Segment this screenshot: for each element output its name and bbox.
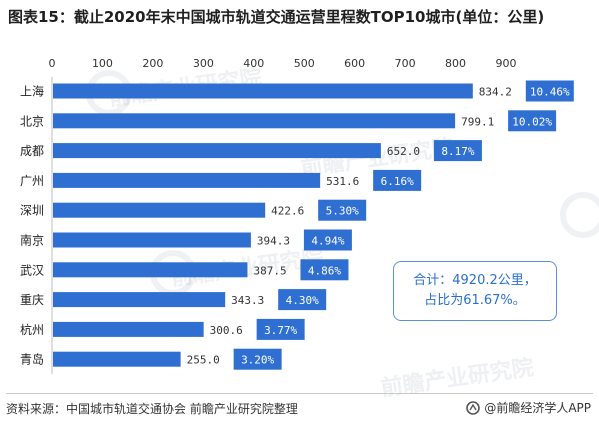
share-label: 4.30% xyxy=(286,294,319,307)
category-label: 青岛 xyxy=(20,352,44,367)
bar xyxy=(53,262,248,278)
x-tick-label: 400 xyxy=(243,57,264,70)
value-label: 422.6 xyxy=(271,205,304,218)
value-label: 300.6 xyxy=(210,324,243,337)
value-label: 799.1 xyxy=(461,115,494,128)
brand-logo-icon xyxy=(466,400,481,415)
share-label: 10.02% xyxy=(512,115,552,128)
footer: 资料来源：中国城市轨道交通协会 前瞻产业研究院整理 @前瞻经济学人APP xyxy=(0,393,599,427)
value-label: 531.6 xyxy=(326,175,359,188)
x-tick-label: 900 xyxy=(496,57,517,70)
bar xyxy=(53,232,251,248)
chart-title: 图表15：截止2020年末中国城市轨道交通运营里程数TOP10城市(单位：公里) xyxy=(8,8,545,26)
x-tick-label: 100 xyxy=(92,57,113,70)
value-label: 394.3 xyxy=(257,235,290,248)
bar xyxy=(53,292,226,308)
bar xyxy=(53,202,266,218)
category-label: 重庆 xyxy=(20,293,44,307)
share-label: 8.17% xyxy=(441,145,474,158)
x-tick-label: 600 xyxy=(344,57,365,70)
share-box xyxy=(233,348,282,370)
brand-credit: @前瞻经济学人APP xyxy=(466,399,591,416)
share-box xyxy=(525,80,574,102)
bar xyxy=(53,83,473,99)
share-box xyxy=(373,169,422,191)
bar xyxy=(53,321,204,337)
bar xyxy=(53,113,456,129)
share-label: 4.94% xyxy=(311,235,344,248)
total-annotation-box: 合计：4920.2公里， 占比为61.67%。 xyxy=(393,261,557,321)
source-note: 资料来源：中国城市轨道交通协会 前瞻产业研究院整理 xyxy=(6,402,298,416)
x-tick-label: 700 xyxy=(395,57,416,70)
category-label: 成都 xyxy=(20,144,44,158)
share-box xyxy=(300,259,349,281)
share-label: 3.20% xyxy=(241,354,274,367)
bar xyxy=(53,172,321,188)
category-label: 南京 xyxy=(20,233,44,248)
category-label: 深圳 xyxy=(20,204,44,218)
x-tick-label: 200 xyxy=(142,57,163,70)
bar xyxy=(53,351,181,367)
brand-text: @前瞻经济学人APP xyxy=(484,401,591,415)
value-label: 652.0 xyxy=(387,145,420,158)
value-label: 343.3 xyxy=(231,294,264,307)
value-label: 387.5 xyxy=(253,264,286,277)
annotation-line-1: 合计：4920.2公里， xyxy=(413,273,537,288)
footer-divider xyxy=(6,393,593,394)
share-label: 6.16% xyxy=(381,175,414,188)
value-label: 255.0 xyxy=(187,354,220,367)
category-label: 北京 xyxy=(20,114,44,128)
category-label: 广州 xyxy=(20,174,44,188)
watermark-logo-icon xyxy=(560,192,599,238)
category-label: 杭州 xyxy=(20,322,44,337)
share-label: 5.30% xyxy=(326,205,359,218)
bar-chart: 0 100 200 300 400 500 600 700 800 900 上海 834.2 10.46… xyxy=(20,57,574,374)
x-tick-label: 500 xyxy=(294,57,315,70)
bar xyxy=(53,143,381,159)
share-box xyxy=(256,318,305,340)
annotation-line-2: 占比为61.67%。 xyxy=(424,293,526,308)
share-label: 4.86% xyxy=(308,264,341,277)
share-box xyxy=(318,199,367,221)
share-box xyxy=(433,140,482,162)
category-label: 上海 xyxy=(20,84,44,99)
category-label: 武汉 xyxy=(20,263,44,277)
share-label: 10.46% xyxy=(530,86,570,99)
x-tick-label: 300 xyxy=(193,57,214,70)
x-tick-label: 0 xyxy=(49,57,56,70)
share-box xyxy=(278,289,327,311)
x-tick-label: 800 xyxy=(445,57,466,70)
share-label: 3.77% xyxy=(264,324,297,337)
share-box xyxy=(508,110,557,132)
value-label: 834.2 xyxy=(479,86,512,99)
share-box xyxy=(303,229,352,251)
